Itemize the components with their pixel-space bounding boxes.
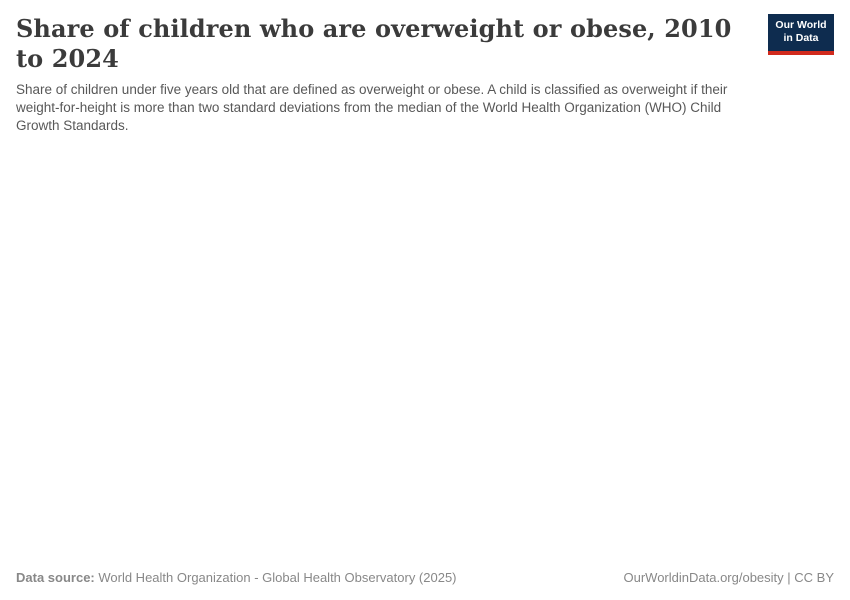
data-source-label: Data source: <box>16 570 95 585</box>
chart-footer: Data source: World Health Organization -… <box>16 570 834 586</box>
data-source-line: Data source: World Health Organization -… <box>16 570 457 586</box>
owid-logo: Our World in Data <box>768 14 834 55</box>
license-text: OurWorldinData.org/obesity | CC BY <box>623 570 835 585</box>
chart-subtitle: Share of children under five years old t… <box>16 82 728 133</box>
owid-logo-text-line2: in Data <box>783 32 819 44</box>
owid-logo-text-line1: Our World <box>775 19 827 31</box>
chart-title: Share of children who are overweight or … <box>16 14 732 73</box>
plot-area-empty <box>16 112 834 560</box>
data-source-value: World Health Organization - Global Healt… <box>94 570 457 585</box>
chart-header: Share of children who are overweight or … <box>16 14 834 135</box>
